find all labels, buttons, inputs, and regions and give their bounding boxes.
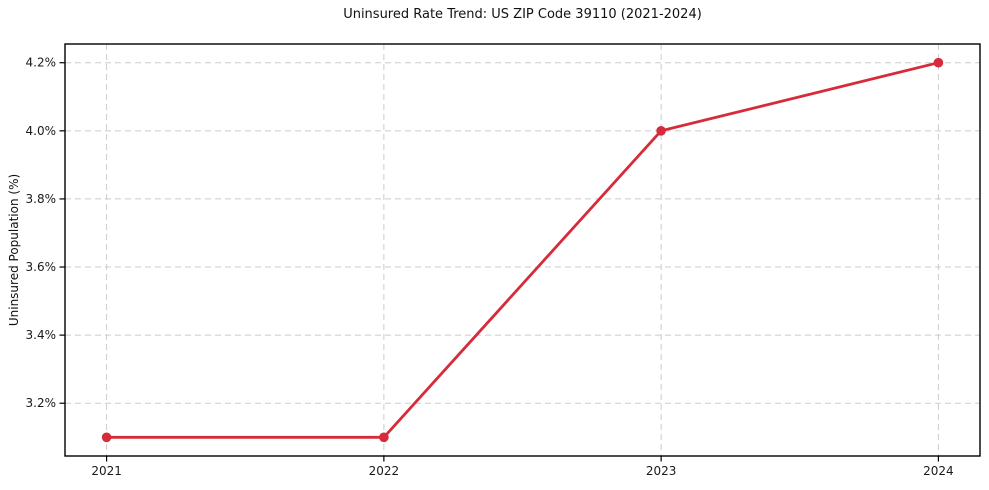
y-tick-label: 3.6% [26, 260, 57, 274]
tick-marks [59, 62, 940, 462]
y-tick-label: 3.8% [26, 192, 57, 206]
x-tick-label: 2024 [923, 464, 954, 478]
x-tick-label: 2023 [646, 464, 677, 478]
y-tick-label: 4.2% [26, 56, 57, 70]
tick-labels: 3.2% 3.4% 3.6% 3.8% 4.0% 4.2% 2021 2022 2023 2024 [26, 56, 954, 478]
y-tick-label: 3.4% [26, 328, 57, 342]
grid-lines [65, 44, 980, 456]
x-tick-label: 2022 [369, 464, 400, 478]
y-tick-label: 3.2% [26, 396, 57, 410]
data-point-marker [379, 432, 389, 443]
data-point-marker [656, 126, 666, 136]
plot-border [64, 43, 981, 457]
chart-title: Uninsured Rate Trend: US ZIP Code 39110 … [343, 7, 702, 22]
y-tick-label: 4.0% [26, 124, 57, 138]
data-point-marker [101, 432, 112, 443]
x-tick-label: 2021 [91, 464, 122, 478]
series-line [105, 61, 940, 439]
data-point-marker [933, 57, 944, 68]
